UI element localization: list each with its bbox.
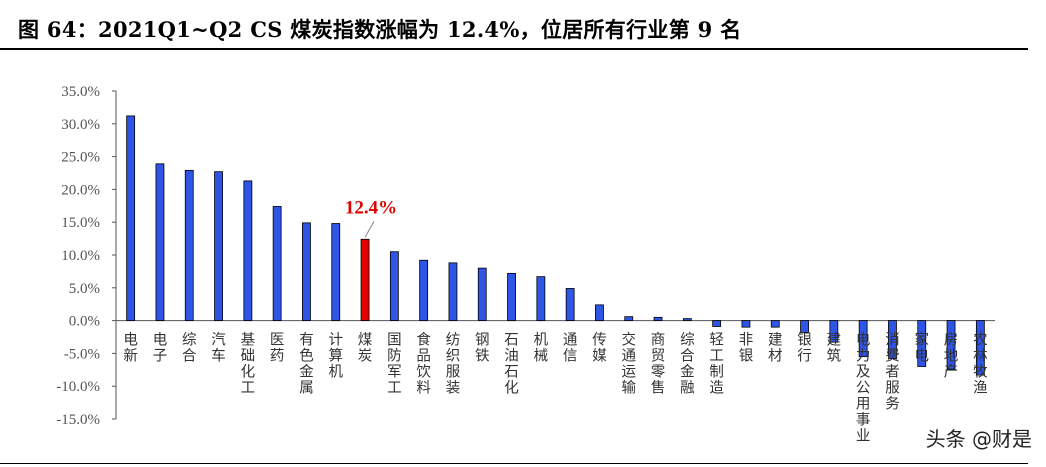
bar-7 — [302, 222, 311, 322]
bar-18 — [624, 316, 634, 322]
x-tick-label: 传媒 — [592, 332, 607, 365]
bar-19 — [653, 316, 663, 322]
bar-21 — [712, 320, 722, 327]
bar-2 — [155, 163, 165, 321]
x-tick-label: 计算机 — [329, 332, 344, 381]
bar-13 — [477, 267, 487, 321]
bar-23 — [770, 320, 780, 328]
y-tick-label: 20.0% — [61, 182, 100, 198]
bar-28 — [917, 320, 927, 367]
bar-1 — [126, 115, 136, 321]
bar-14 — [507, 272, 516, 322]
x-tick-label: 食品饮料 — [416, 332, 431, 397]
x-tick-label: 农林牧渔 — [973, 332, 988, 397]
y-tick-label: 10.0% — [61, 248, 100, 264]
bar-16 — [565, 288, 575, 321]
figure-title: 图 64：2021Q1~Q2 CS 煤炭指数涨幅为 12.4%，位居所有行业第 … — [18, 17, 742, 42]
x-tick-label: 电新 — [123, 332, 138, 365]
bar-29 — [946, 320, 956, 370]
x-tick-label: 消费者服务 — [885, 332, 900, 413]
bar-12 — [448, 262, 458, 322]
x-tick-label: 轻工制造 — [709, 332, 724, 397]
x-tick-label: 医药 — [270, 333, 285, 365]
x-tick-label: 有色金属 — [299, 332, 314, 397]
y-tick-label: 5.0% — [69, 281, 100, 297]
bar-30 — [975, 320, 985, 376]
x-tick-label: 非银 — [739, 332, 754, 365]
y-tick-label: 25.0% — [61, 150, 100, 166]
x-tick-label: 汽车 — [211, 332, 226, 365]
x-tick-label: 建材 — [768, 332, 783, 365]
x-tick-label: 钢铁 — [475, 332, 490, 365]
x-tick-label: 石油石化 — [504, 333, 519, 397]
bar-27 — [888, 320, 897, 360]
x-tick-label: 电子 — [153, 332, 168, 365]
y-tick-label: 35.0% — [61, 84, 100, 100]
x-tick-label: 机械 — [534, 332, 549, 365]
x-tick-label: 纺织服装 — [446, 332, 461, 397]
bar-11 — [419, 259, 429, 321]
bar-24 — [800, 320, 809, 333]
y-tick-label: 30.0% — [61, 117, 100, 133]
y-tick-label: -10.0% — [56, 379, 100, 395]
x-tick-label: 综合金融 — [680, 332, 695, 397]
bar-3 — [184, 169, 194, 322]
x-tick-label: 交通运输 — [622, 331, 637, 397]
bar-22 — [741, 320, 751, 328]
bar-8 — [331, 223, 341, 321]
bar-15 — [536, 276, 546, 322]
bars — [126, 115, 985, 376]
bar-26 — [858, 320, 868, 358]
y-tick-label: -5.0% — [64, 346, 100, 362]
annotation-leader — [364, 221, 375, 238]
x-tick-label: 国防军工 — [387, 333, 402, 397]
y-axis: 35.0% 30.0% 25.0% 20.0% 15.0% 10.0% 5.0% 0.0% -5… — [56, 84, 117, 428]
x-tick-label: 电力及公用事业 — [856, 332, 871, 445]
x-tick-label: 银行 — [797, 332, 812, 365]
bar-4 — [214, 171, 223, 322]
y-tick-label: 15.0% — [61, 215, 100, 231]
x-tick-label: 房地产 — [944, 332, 959, 381]
annotation-label: 12.4% — [345, 197, 397, 218]
x-tick-labels: 电新电子综合汽车基础化工医药有色金属计算机煤炭国防军工食品饮料纺织服装钢铁石油石… — [123, 331, 988, 445]
bar-10 — [389, 251, 399, 321]
x-tick-label: 煤炭 — [358, 332, 373, 365]
bar-9 — [360, 238, 370, 321]
annotation: 12.4% — [345, 197, 397, 238]
x-tick-label: 通信 — [563, 332, 578, 365]
bottom-rule — [0, 463, 1028, 464]
y-tick-label: 0.0% — [69, 314, 100, 330]
y-tick-label: -15.0% — [56, 412, 100, 428]
bar-25 — [829, 320, 839, 343]
bar-20 — [682, 318, 692, 321]
x-tick-label: 家电 — [915, 332, 930, 365]
title-rule — [0, 48, 1028, 50]
x-tick-label: 综合 — [182, 332, 197, 365]
bar-6 — [272, 206, 282, 321]
x-tick-label: 基础化工 — [241, 332, 256, 397]
x-tick-label: 建筑 — [827, 332, 842, 365]
x-tick-label: 商贸零售 — [651, 332, 666, 397]
watermark: 头条 @财是 — [925, 427, 1032, 451]
bar-5 — [243, 180, 253, 321]
bar-17 — [595, 304, 604, 321]
